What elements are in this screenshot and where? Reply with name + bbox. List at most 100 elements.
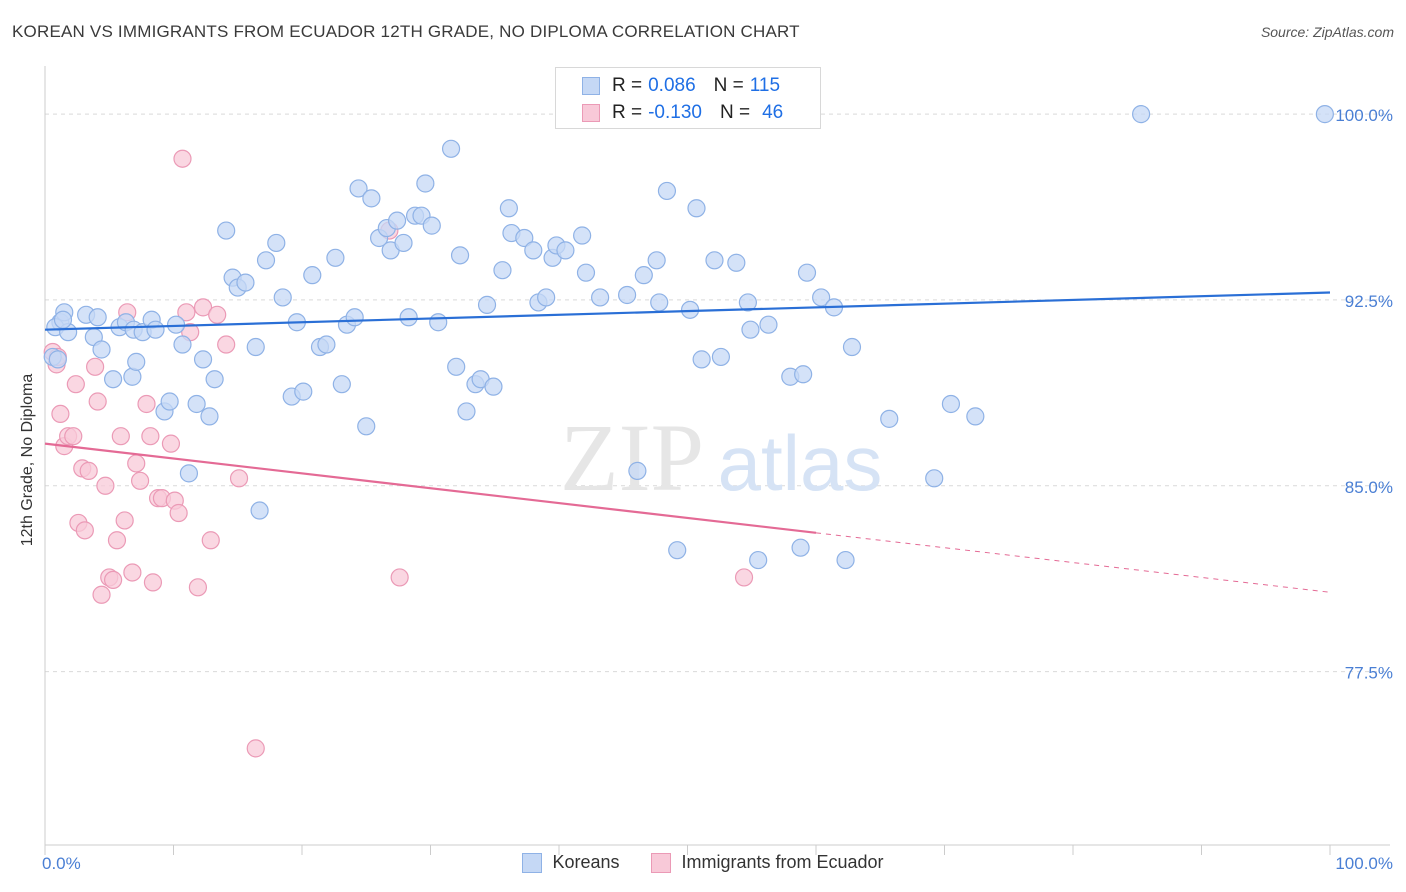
korean-point: [317, 335, 336, 354]
korean-point: [104, 370, 123, 389]
korean-point: [399, 308, 418, 327]
korean-point: [294, 382, 313, 401]
ecuador-point: [75, 521, 94, 540]
korean-point: [711, 347, 731, 367]
korean-point: [1315, 105, 1334, 124]
axis-layer: [44, 66, 1390, 855]
ecuador-point: [123, 563, 142, 582]
grid-layer: [45, 113, 1390, 673]
legend-r-label: R =: [612, 102, 643, 123]
korean-point: [326, 248, 345, 267]
trend-line-ecuador: [44, 442, 817, 534]
korean-point: [447, 357, 466, 376]
ecuador-point: [66, 375, 85, 394]
korean-point: [836, 550, 855, 570]
korean-point: [650, 293, 669, 312]
ecuador-point: [169, 503, 188, 523]
ecuador-point: [115, 511, 134, 530]
korean-point: [450, 246, 470, 265]
korean-point: [880, 409, 899, 428]
korean-point: [797, 263, 817, 282]
watermark: ZIP atlas: [560, 404, 882, 511]
chart-title: KOREAN VS IMMIGRANTS FROM ECUADOR 12TH G…: [12, 22, 800, 41]
y-tick-label: 92.5%: [1345, 292, 1393, 311]
korean-point: [484, 377, 503, 396]
korean-point: [429, 313, 448, 332]
trend-lines: [44, 291, 1331, 593]
korean-point: [303, 266, 322, 285]
korean-point: [193, 350, 213, 369]
series-koreans-points: [43, 102, 1334, 570]
korean-point: [88, 308, 107, 327]
korean-point: [925, 469, 944, 488]
watermark-atlas: atlas: [718, 419, 883, 507]
series-legend: Koreans Immigrants from Ecuador: [0, 852, 1406, 873]
legend-swatch-ecuador: [651, 852, 672, 873]
korean-point: [217, 221, 236, 240]
ecuador-point: [193, 298, 213, 317]
ecuador-point: [64, 427, 83, 446]
x-tick-label: 0.0%: [42, 854, 81, 873]
trend-line-ecuador-extension: [815, 532, 1331, 593]
korean-point: [92, 340, 111, 359]
korean-point: [515, 228, 534, 248]
ecuador-point: [161, 434, 181, 453]
legend-item-koreans[interactable]: Koreans: [522, 852, 619, 873]
korean-point: [422, 216, 441, 235]
korean-point: [441, 139, 461, 158]
korean-point: [160, 392, 179, 411]
korean-point: [749, 550, 768, 570]
ecuador-point: [88, 392, 107, 411]
korean-point: [738, 293, 757, 312]
ecuador-point: [143, 573, 163, 592]
korean-point: [123, 367, 142, 386]
korean-point: [267, 233, 286, 253]
korean-point: [618, 285, 637, 305]
korean-point: [493, 261, 512, 280]
legend-n-value: 46: [762, 102, 784, 123]
korean-point: [387, 211, 407, 230]
korean-point: [657, 181, 677, 201]
korean-point: [628, 461, 647, 480]
korean-point: [477, 295, 497, 314]
ecuador-point: [229, 469, 249, 488]
ecuador-point: [177, 303, 196, 322]
ecuador-point: [137, 394, 156, 414]
korean-point: [273, 288, 292, 307]
x-tick-label: 100.0%: [1335, 854, 1393, 873]
trend-line-koreans: [44, 291, 1331, 331]
source-credit: Source: ZipAtlas.com: [1260, 24, 1394, 40]
korean-point: [416, 174, 435, 193]
legend-swatch-koreans: [522, 852, 543, 873]
korean-point: [634, 266, 653, 285]
ecuador-point: [201, 531, 220, 550]
korean-point: [187, 394, 206, 414]
korean-point: [179, 464, 199, 483]
legend-item-ecuador[interactable]: Immigrants from Ecuador: [651, 852, 884, 873]
ecuador-point: [127, 454, 146, 473]
korean-point: [687, 199, 706, 218]
korean-point: [556, 241, 575, 260]
korean-point: [362, 189, 381, 208]
ecuador-point: [51, 404, 70, 424]
ecuador-point: [734, 568, 754, 587]
legend-label-ecuador: Immigrants from Ecuador: [681, 852, 884, 872]
legend-r-label: R =: [612, 75, 643, 96]
ecuador-point: [246, 739, 265, 758]
ecuador-point: [141, 427, 160, 446]
korean-point: [812, 288, 831, 307]
y-tick-label: 77.5%: [1345, 664, 1393, 683]
korean-point: [524, 241, 543, 260]
korean-point: [345, 308, 364, 327]
korean-point: [668, 541, 687, 560]
korean-point: [591, 288, 610, 307]
watermark-zip: ZIP: [560, 404, 704, 511]
stats-legend: R = 0.086 N = 115 R = -0.130 N = 46: [555, 67, 821, 129]
korean-point: [394, 233, 413, 253]
legend-swatch-koreans: [582, 77, 600, 95]
korean-point: [499, 199, 518, 218]
ecuador-point: [217, 335, 236, 354]
korean-point: [759, 315, 778, 334]
korean-point: [727, 253, 746, 272]
